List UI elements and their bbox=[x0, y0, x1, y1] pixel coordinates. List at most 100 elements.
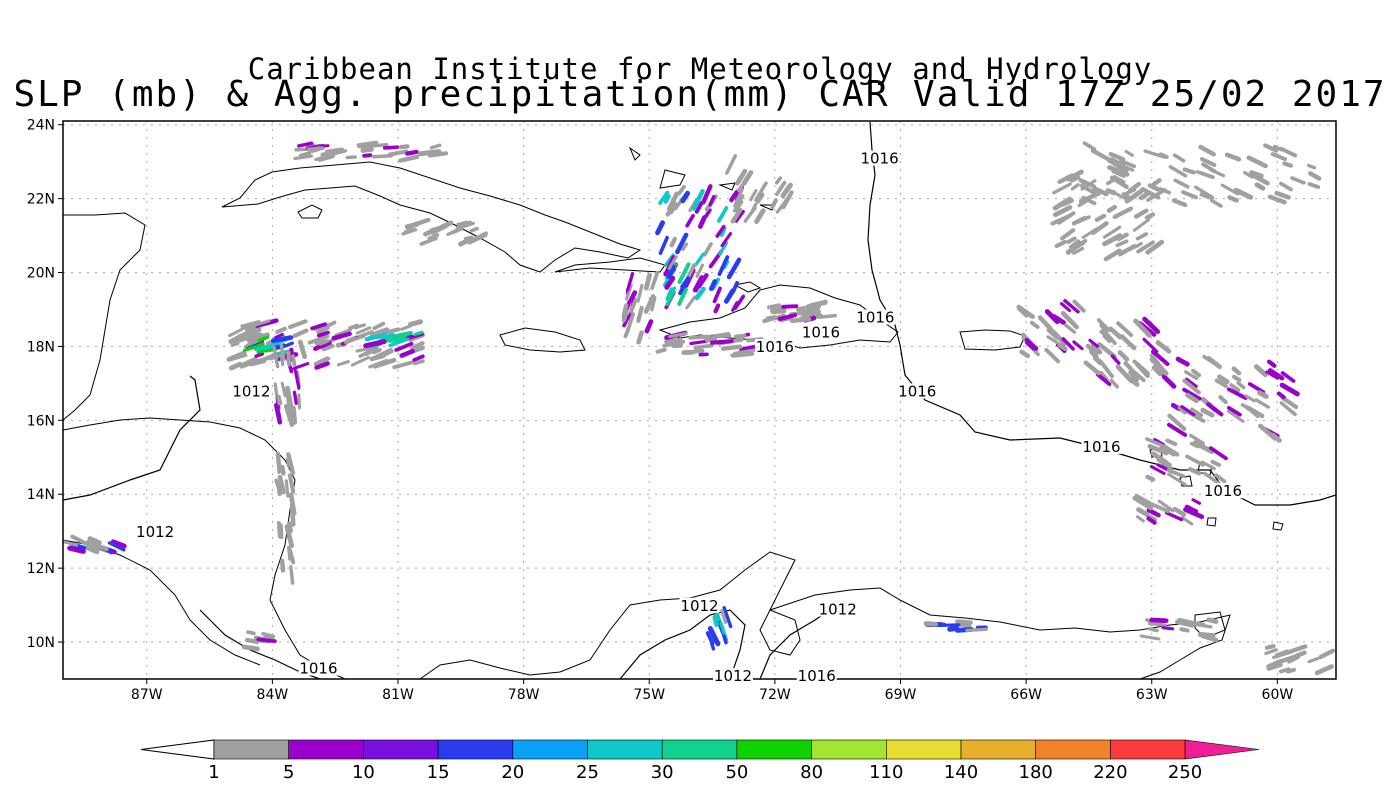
precip-cell bbox=[1244, 394, 1256, 403]
lon-label: 81W bbox=[382, 687, 414, 703]
precip-cell bbox=[1173, 178, 1190, 189]
precip-cell bbox=[228, 361, 243, 371]
precip-cell bbox=[1247, 382, 1266, 394]
precip-cell bbox=[644, 319, 654, 334]
precip-cell bbox=[228, 324, 249, 338]
precip-cell bbox=[1094, 213, 1107, 222]
precip-cell bbox=[709, 639, 716, 651]
precip-cell bbox=[279, 342, 286, 362]
precip-cell bbox=[1161, 374, 1177, 389]
precip-cell bbox=[1254, 182, 1266, 191]
precip-cell bbox=[705, 337, 717, 343]
precip-cell bbox=[293, 154, 314, 161]
precip-cell bbox=[1264, 644, 1276, 650]
precip-cell bbox=[1070, 183, 1080, 191]
precip-cell bbox=[762, 313, 786, 324]
precip-cell bbox=[1192, 440, 1215, 455]
precip-cell bbox=[733, 199, 744, 213]
precip-cell bbox=[1071, 215, 1087, 226]
precip-cell bbox=[1142, 316, 1161, 334]
precip-cell bbox=[1191, 498, 1202, 505]
latitude-axis: 24N 22N 20N 18N 16N 14N 12N 10N bbox=[27, 118, 63, 651]
coast-bahamas bbox=[554, 257, 666, 273]
precip-cell bbox=[1116, 321, 1134, 338]
precip-cell bbox=[693, 343, 714, 350]
precip-cell bbox=[712, 333, 732, 339]
precip-cell bbox=[622, 314, 631, 328]
precipitation-colorbar: 1 5 10 15 20 25 30 50 80 110 140 180 220 250 bbox=[140, 739, 1260, 783]
precip-cell bbox=[277, 474, 286, 495]
precip-cell bbox=[1077, 199, 1088, 208]
institute-title: Caribbean Institute for Meteorology and … bbox=[247, 52, 1153, 86]
precip-cell bbox=[1133, 241, 1143, 249]
precip-cell bbox=[1072, 241, 1086, 250]
precip-cell bbox=[1199, 157, 1217, 167]
precip-cell bbox=[636, 305, 644, 323]
isobar-label-bg bbox=[713, 668, 753, 683]
precip-cell bbox=[1072, 246, 1085, 255]
precip-cell bbox=[286, 350, 292, 367]
precip-cell bbox=[363, 339, 387, 349]
precip-cell bbox=[1099, 329, 1109, 338]
precip-cell bbox=[237, 329, 255, 339]
precip-cell bbox=[1184, 504, 1199, 514]
precip-cell bbox=[407, 319, 424, 327]
coastlines bbox=[63, 146, 1284, 679]
precip-cell bbox=[1111, 169, 1126, 178]
precip-cell bbox=[1089, 349, 1099, 361]
precip-cell bbox=[1187, 467, 1202, 476]
isobar-label: 1016 bbox=[802, 323, 840, 341]
precip-cell bbox=[1151, 349, 1170, 366]
precip-cell bbox=[1017, 307, 1029, 318]
precip-cell bbox=[1266, 359, 1277, 368]
precip-cell bbox=[1128, 366, 1146, 383]
colorbar-label: 15 bbox=[427, 762, 450, 783]
precip-cell bbox=[429, 143, 442, 150]
precip-cell bbox=[1180, 405, 1196, 417]
precip-cell bbox=[1083, 360, 1101, 376]
precip-cell bbox=[1185, 454, 1205, 467]
precip-cell bbox=[273, 382, 279, 396]
precip-cell bbox=[1165, 438, 1178, 447]
product-title: SLP (mb) & Agg. precipitation(mm) CAR Va… bbox=[13, 74, 1387, 115]
precip-cell bbox=[1224, 152, 1242, 162]
precip-cell bbox=[688, 334, 711, 340]
precip-cell bbox=[736, 182, 745, 192]
precip-cell bbox=[743, 206, 757, 223]
precip-cell bbox=[781, 304, 799, 309]
colorbar-swatch bbox=[885, 739, 962, 760]
precip-cell bbox=[1119, 159, 1136, 169]
precip-cell bbox=[456, 220, 472, 229]
lat-label: 14N bbox=[27, 487, 55, 503]
precip-cell bbox=[795, 305, 806, 312]
precip-cell bbox=[730, 207, 743, 224]
precip-cell bbox=[314, 361, 330, 370]
precip-cell bbox=[1249, 170, 1264, 179]
precip-cell bbox=[70, 534, 88, 546]
precip-cell bbox=[1145, 474, 1156, 482]
precip-cell bbox=[1135, 515, 1145, 523]
precip-cell bbox=[1245, 405, 1265, 419]
precip-cell bbox=[372, 348, 382, 355]
precip-cell bbox=[1099, 323, 1109, 333]
precip-cell bbox=[400, 324, 412, 331]
precip-cell bbox=[730, 351, 755, 358]
colorbar-label: 10 bbox=[352, 762, 375, 783]
precip-cell bbox=[360, 146, 374, 153]
precip-cell bbox=[107, 541, 126, 552]
precip-cell bbox=[1185, 377, 1198, 388]
precip-cell bbox=[376, 142, 389, 148]
precip-cell bbox=[309, 146, 322, 153]
precip-cell bbox=[1088, 338, 1099, 348]
isobar-label: 1016 bbox=[299, 660, 337, 678]
precip-cell bbox=[1160, 445, 1177, 457]
precip-cell bbox=[720, 609, 728, 624]
precip-cell bbox=[1210, 198, 1223, 208]
lon-label: 75W bbox=[633, 687, 665, 703]
precip-cell bbox=[256, 348, 276, 354]
precip-cell bbox=[1142, 337, 1159, 354]
precip-cell bbox=[1066, 169, 1084, 182]
precip-cell bbox=[774, 176, 783, 185]
precip-cell bbox=[409, 341, 425, 351]
precip-cell bbox=[316, 330, 330, 338]
